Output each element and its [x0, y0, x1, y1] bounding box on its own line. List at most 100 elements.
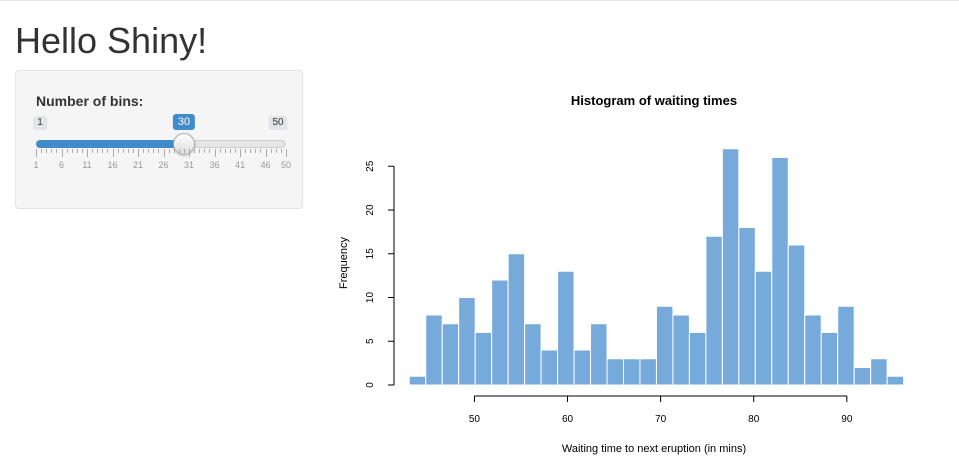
histogram-bar	[474, 332, 493, 386]
slider-tick-label: 26	[158, 160, 169, 170]
slider-min-label: 1	[33, 116, 47, 130]
histogram-bar	[606, 358, 624, 386]
histogram-bar	[573, 349, 592, 386]
slider-major-tick	[36, 149, 37, 157]
y-tick-label: 10	[365, 292, 376, 304]
slider-minor-tick	[51, 149, 53, 153]
slider-minor-tick	[71, 149, 73, 153]
x-tick-label: 60	[562, 414, 574, 425]
slider-minor-tick	[204, 149, 206, 153]
slider-minor-tick	[158, 149, 160, 153]
histogram-bar	[688, 332, 707, 386]
histogram-bar	[639, 358, 657, 386]
histogram-bar	[837, 305, 855, 386]
slider-max-label: 50	[268, 116, 288, 130]
histogram-bar	[524, 323, 542, 386]
histogram-bar	[590, 323, 608, 386]
chart-title: Histogram of waiting times	[571, 93, 737, 108]
slider-fill	[36, 140, 184, 148]
slider-tick-label: 16	[107, 160, 118, 170]
slider-major-tick	[214, 149, 216, 157]
x-tick-label: 50	[469, 414, 481, 425]
slider-minor-tick	[56, 149, 58, 153]
histogram-bar	[853, 367, 872, 386]
histogram-bar	[804, 314, 822, 386]
histogram-bar	[738, 227, 756, 386]
histogram-bar	[672, 314, 690, 386]
slider-minor-tick	[194, 149, 196, 153]
slider-tick-label: 41	[235, 160, 246, 170]
x-axis-label: Waiting time to next eruption (in mins)	[562, 443, 746, 455]
slider-major-tick	[112, 149, 114, 157]
slider-tick-label: 6	[58, 160, 65, 170]
slider-value-label: 30	[172, 114, 196, 130]
y-axis-label: Frequency	[338, 237, 350, 289]
slider-minor-tick	[178, 149, 180, 153]
slider-minor-tick	[132, 149, 134, 153]
slider-minor-tick	[107, 149, 109, 153]
histogram-bar	[491, 279, 509, 386]
slider-minor-tick	[81, 149, 83, 153]
slider-minor-tick	[127, 149, 129, 153]
slider-tick-label: 21	[133, 160, 144, 170]
y-tick-label: 20	[365, 204, 376, 216]
histogram-bar	[721, 148, 740, 386]
slider-minor-tick	[122, 149, 124, 153]
slider-minor-tick	[66, 149, 68, 153]
slider-minor-tick	[76, 149, 78, 153]
histogram-bar	[870, 358, 888, 386]
slider-minor-tick	[92, 149, 94, 153]
slider-minor-tick	[199, 149, 201, 153]
histogram-bar	[507, 253, 526, 386]
slider-major-tick	[189, 149, 191, 157]
histogram-bar	[705, 235, 723, 386]
bins-slider[interactable]: 1 50 30 1 6 11 16 21 26 31 36 41 46 50	[16, 71, 304, 210]
histogram-bar	[458, 297, 476, 386]
slider-minor-tick	[219, 149, 221, 153]
slider-minor-tick	[148, 149, 150, 153]
slider-minor-tick	[255, 149, 257, 153]
slider-minor-tick	[143, 149, 145, 153]
x-tick-label: 90	[841, 414, 853, 425]
x-tick-label: 80	[748, 414, 760, 425]
slider-major-tick	[138, 149, 140, 157]
histogram-bar	[441, 323, 460, 386]
histogram-bar	[655, 305, 674, 386]
histogram-bar	[557, 270, 575, 386]
slider-minor-tick	[270, 149, 272, 153]
y-tick-label: 0	[365, 382, 376, 388]
slider-minor-tick	[280, 149, 282, 153]
histogram-bar	[820, 332, 839, 386]
histogram-bar	[886, 375, 905, 386]
slider-tick-label: 36	[209, 160, 220, 170]
slider-minor-tick	[46, 149, 48, 153]
slider-minor-tick	[224, 149, 226, 153]
slider-minor-tick	[173, 149, 175, 153]
slider-minor-tick	[41, 149, 43, 153]
slider-major-tick	[87, 149, 89, 157]
bins-label: Number of bins:	[36, 93, 144, 109]
sidebar-panel: Number of bins: 1 50 30 1 6 11 16 21 26 31 36 41…	[15, 70, 303, 209]
slider-minor-tick	[153, 149, 155, 153]
slider-tick-label: 31	[184, 160, 195, 170]
y-tick-label: 15	[365, 248, 376, 260]
slider-minor-tick	[234, 149, 236, 153]
slider-minor-tick	[229, 149, 231, 153]
histogram-bar	[771, 157, 789, 386]
slider-major-tick	[163, 149, 165, 157]
histogram-bar	[622, 358, 641, 386]
top-border	[0, 0, 959, 1]
slider-tick-label: 50	[280, 160, 292, 170]
slider-minor-tick	[275, 149, 277, 153]
x-tick-label: 70	[655, 414, 667, 425]
histogram-bar	[425, 314, 443, 386]
histogram-bar	[408, 375, 427, 386]
slider-major-tick	[240, 149, 242, 157]
slider-minor-tick	[168, 149, 170, 153]
slider-minor-tick	[102, 149, 104, 153]
y-tick-label: 5	[365, 338, 376, 344]
slider-minor-tick	[250, 149, 252, 153]
slider-minor-tick	[260, 149, 262, 153]
slider-tick-label: 46	[260, 160, 271, 170]
